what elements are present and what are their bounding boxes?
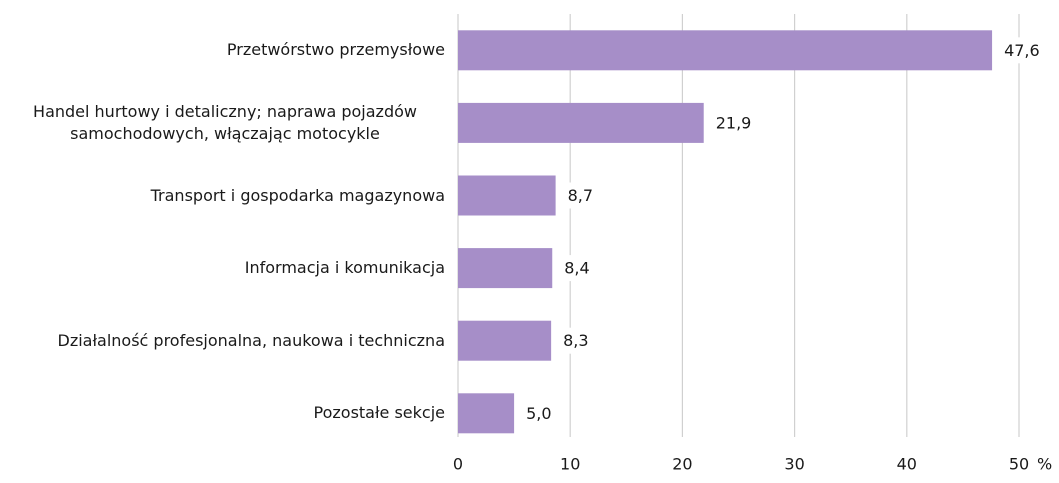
x-tick-label: 20 xyxy=(672,455,692,474)
value-label: 8,4 xyxy=(564,259,589,278)
category-text: Handel hurtowy i detaliczny; naprawa poj… xyxy=(33,101,417,143)
category-text: Przetwórstwo przemysłowe xyxy=(226,40,445,60)
bar xyxy=(458,393,515,434)
bar xyxy=(458,30,993,71)
y-tick-label: Działalność profesjonalna, naukowa i tec… xyxy=(5,311,446,371)
x-tick-label: 10 xyxy=(560,455,580,474)
y-tick-label: Pozostałe sekcje xyxy=(5,383,445,443)
x-tick-label: 50 xyxy=(1009,455,1029,474)
value-label: 47,6 xyxy=(1004,41,1040,60)
value-label-bg xyxy=(707,109,754,136)
value-label-bg xyxy=(559,182,606,209)
value-label-bg xyxy=(518,400,565,427)
x-unit: % xyxy=(1037,455,1052,474)
value-label: 8,7 xyxy=(568,186,593,205)
y-tick-label: Transport i gospodarka magazynowa xyxy=(5,166,445,226)
bar xyxy=(458,248,553,289)
category-text: Transport i gospodarka magazynowa xyxy=(150,185,445,205)
bar xyxy=(458,175,556,216)
value-label: 8,3 xyxy=(563,331,588,350)
y-tick-label: Informacja i komunikacja xyxy=(5,238,445,298)
category-text: Pozostałe sekcje xyxy=(313,403,445,423)
category-text: Działalność profesjonalna, naukowa i tec… xyxy=(57,330,446,350)
value-label-bg xyxy=(996,37,1043,64)
value-label-bg xyxy=(555,327,602,354)
category-text: Informacja i komunikacja xyxy=(244,258,445,278)
x-tick-label: 30 xyxy=(784,455,804,474)
y-tick-label: Handel hurtowy i detaliczny; naprawa poj… xyxy=(5,93,445,153)
bar xyxy=(458,320,552,361)
value-label: 5,0 xyxy=(526,404,551,423)
bar xyxy=(458,102,704,143)
x-tick-label: 40 xyxy=(897,455,917,474)
value-label: 21,9 xyxy=(716,113,752,132)
x-tick-label: 0 xyxy=(453,455,463,474)
y-tick-label: Przetwórstwo przemysłowe xyxy=(5,20,445,80)
value-label-bg xyxy=(556,255,603,282)
